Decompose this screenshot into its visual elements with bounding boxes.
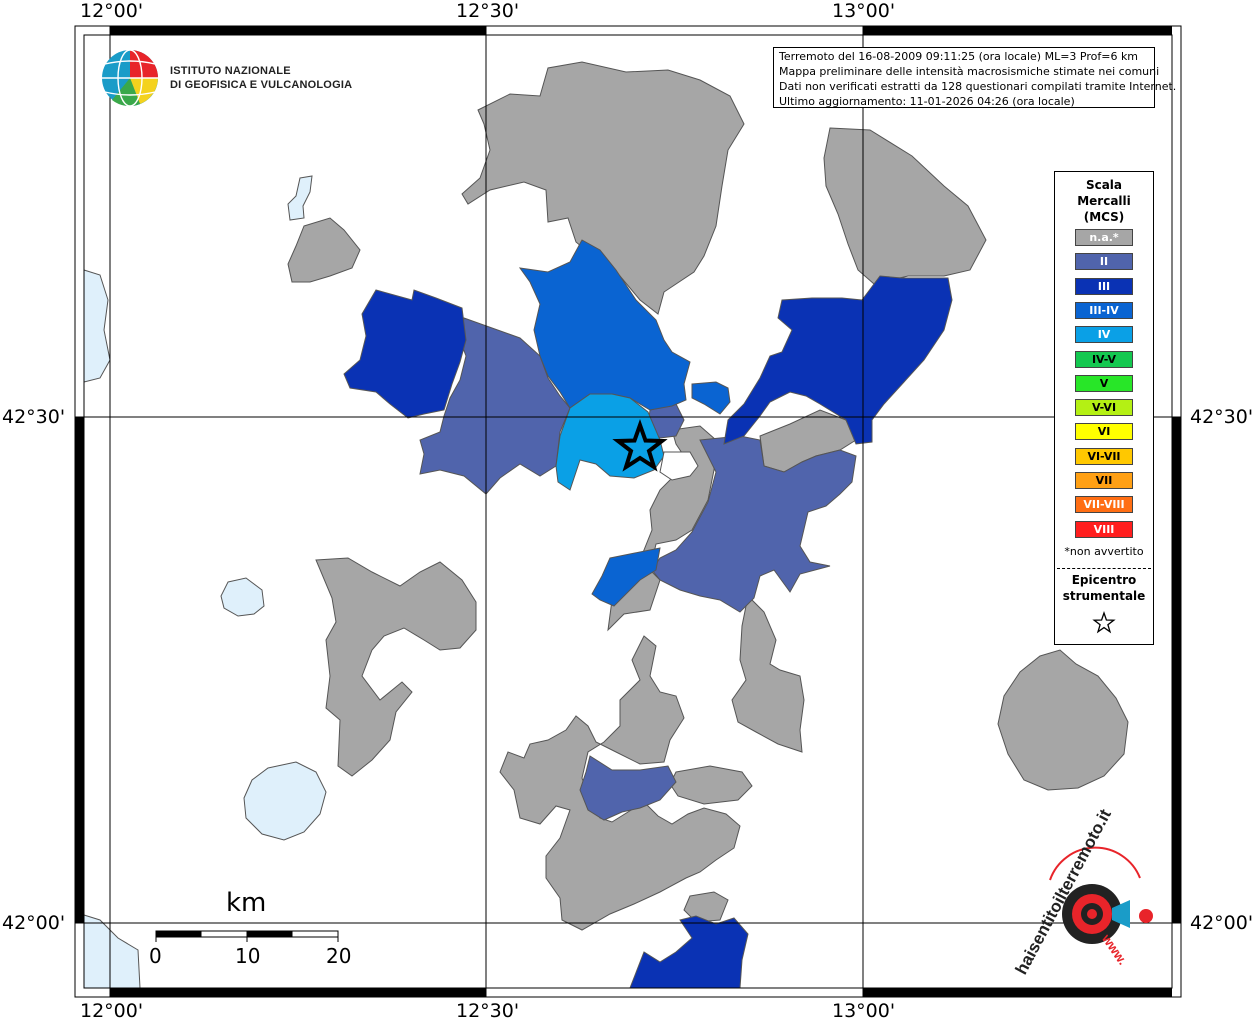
lake-vico [220,577,265,617]
lon-label-top-1200: 12°00' [80,0,144,22]
area-ii-south [579,755,677,821]
lat-label-right-4200: 42°00' [1190,912,1254,934]
legend-swatch-v: V [1075,374,1133,392]
area-iii-east [723,275,953,445]
event-info-line-1: Terremoto del 16-08-2009 09:11:25 (ora l… [779,50,1139,63]
haisentito-logo-icon [1049,846,1153,944]
lat-label-right-4230: 42°30' [1190,406,1254,428]
municipalities-iii-iv [518,239,731,607]
frame-ticks [75,26,1181,997]
institute-name: ISTITUTO NAZIONALE DI GEOFISICA E VULCAN… [170,64,352,92]
scale-bar-seg-1 [156,931,202,937]
legend-epicenter-line-2: strumentale [1062,589,1146,603]
area-grey-southeast [731,594,805,753]
lake-bolsena [83,269,111,383]
coast-southwest [83,914,141,989]
municipalities-na [287,61,1129,931]
epicenter-star-icon [612,419,668,472]
area-iii-south [629,915,749,989]
lake-bracciano [243,761,327,841]
lake-small-north [287,175,313,221]
scale-label-20: 20 [326,944,352,968]
legend-swatch-vi: VI [1075,423,1133,441]
water-bodies [83,175,327,989]
legend-swatch-iii: III [1075,277,1133,295]
area-grey-northeast [823,127,987,285]
lat-label-left-4200: 42°00' [2,912,66,934]
legend-swatch-vii: VII [1075,472,1133,489]
mcs-legend: Scala Mercalli (MCS) n.a.* II III III-IV IV I… [1054,171,1154,645]
institute-line-1: ISTITUTO NAZIONALE [170,65,291,77]
area-iv-epicentral [555,393,665,491]
legend-swatch-ii: II [1075,253,1133,271]
area-no-data [659,451,699,481]
legend-star-icon [1092,611,1116,634]
lon-label-bottom-1230: 12°30' [456,1000,520,1022]
graticule [75,26,1181,997]
legend-swatch-iv-v: IV-V [1075,350,1133,368]
legend-swatch-vii-viii: VII-VIII [1075,496,1133,514]
area-grey-northwest [287,217,361,283]
event-info-line-2: Mappa preliminare delle intensità macros… [779,65,1160,78]
area-grey-north [461,61,745,315]
scale-unit-label: km [226,888,267,918]
legend-epicenter-line-1: Epicentro [1071,573,1137,587]
area-grey-center [607,425,717,632]
legend-swatch-n-a: n.a.* [1075,229,1133,246]
legend-swatch-vi-vii: VI-VII [1075,447,1133,465]
municipalities-iii [343,275,953,989]
area-grey-west [315,557,477,777]
lon-label-bottom-1300: 13°00' [832,1000,896,1022]
legend-swatch-iii-iv: III-IV [1075,301,1133,319]
area-grey-south-bottom [683,891,729,923]
legend-swatch-v-vi: V-VI [1075,399,1133,417]
legend-title-line-2: Mercalli [1077,194,1131,208]
institute-line-2: DI GEOFISICA E VULCANOLOGIA [170,79,353,91]
event-info-line-4: Ultimo aggiornamento: 11-01-2026 04:26 (… [779,95,1075,108]
event-info-box: Terremoto del 16-08-2009 09:11:25 (ora l… [773,47,1177,108]
municipalities-iv [555,393,665,491]
area-iii-west [343,289,467,419]
frame-tick-left [75,417,84,923]
lat-label-left-4230: 42°30' [2,406,66,428]
frame-tick-bottom-a [110,988,486,997]
event-info-line-3: Dati non verificati estratti da 128 ques… [779,80,1177,93]
lon-label-top-1300: 13°00' [832,0,896,22]
area-iii-iv-small [691,381,731,415]
municipalities-ii [419,317,857,821]
legend-note: *non avvertito [1064,545,1144,558]
frame-tick-top-b [863,26,1172,35]
area-grey-far-east [997,649,1129,791]
scale-label-10: 10 [235,944,261,968]
area-iii-iv-north [518,239,691,411]
frame-tick-top-a [110,26,486,35]
legend-separator [1057,568,1151,569]
scale-bar-seg-2 [247,931,293,937]
legend-title-line-1: Scala [1085,178,1123,192]
legend-swatch-viii: VIII [1075,520,1133,538]
lon-label-bottom-1200: 12°00' [80,1000,144,1022]
legend-swatch-iv: IV [1075,326,1133,344]
scale-bar [155,930,339,942]
legend-title-line-3: (MCS) [1083,210,1125,224]
area-iii-iv-south [591,547,661,607]
legend-epicenter-title: Epicentro strumentale [1055,572,1153,604]
frame-tick-bottom-b [863,988,1172,997]
area-grey-south-small [669,765,753,805]
ingv-globe-icon [102,49,158,107]
legend-title: Scala Mercalli (MCS) [1055,177,1153,225]
scale-label-0: 0 [149,944,162,968]
lon-label-top-1230: 12°30' [456,0,520,22]
frame-tick-right [1172,417,1181,923]
